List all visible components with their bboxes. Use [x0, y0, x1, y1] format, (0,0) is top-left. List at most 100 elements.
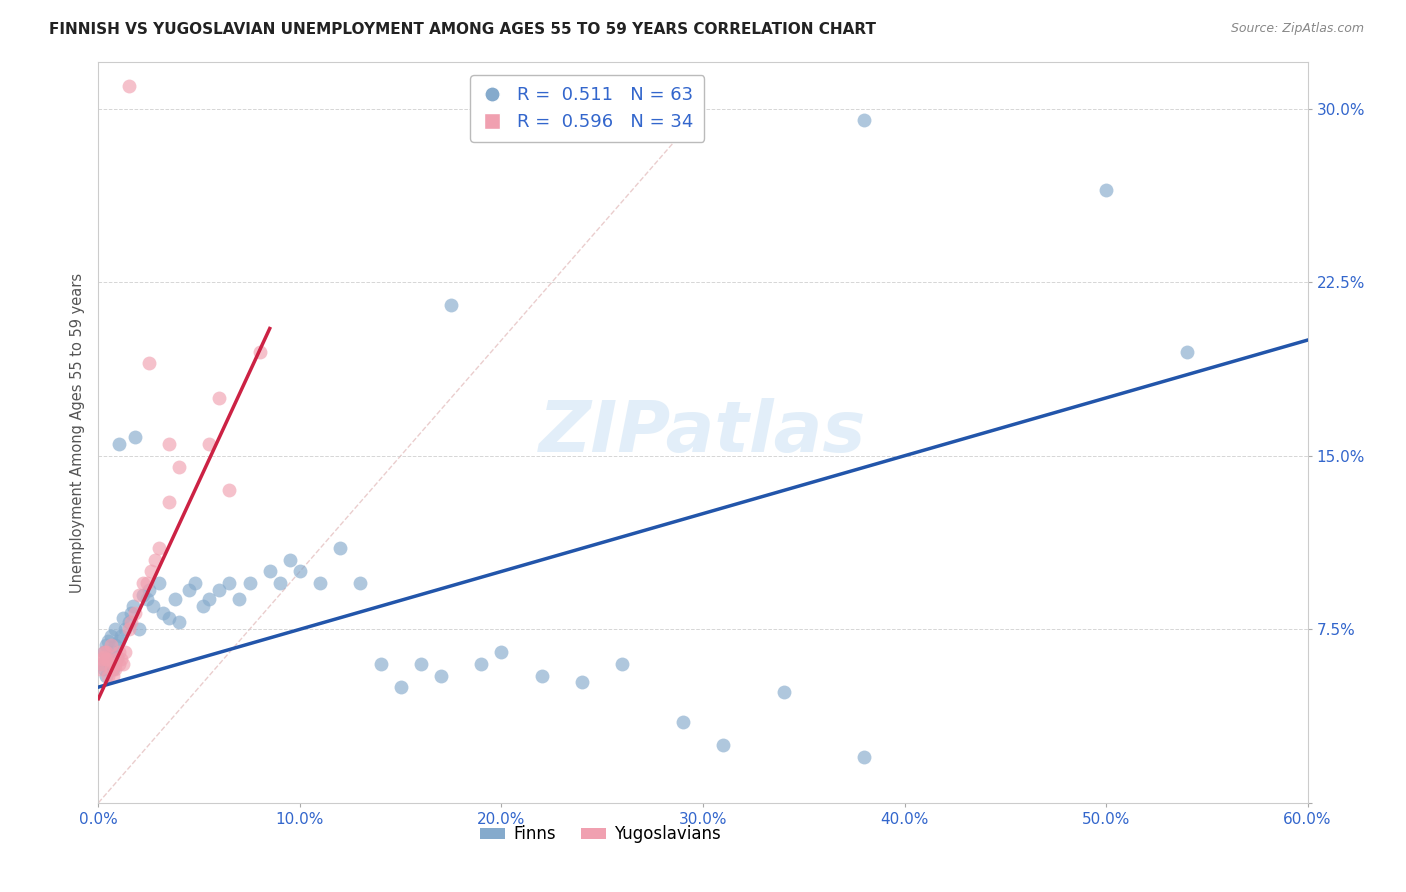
- Point: [853, 113, 876, 128]
- Point: [152, 606, 174, 620]
- Point: [110, 652, 132, 666]
- Point: [96, 645, 118, 659]
- Point: [132, 588, 155, 602]
- Point: [1175, 344, 1198, 359]
- Legend: Finns, Yugoslavians: Finns, Yugoslavians: [472, 819, 727, 850]
- Point: [672, 714, 695, 729]
- Point: [93, 662, 115, 676]
- Point: [772, 685, 794, 699]
- Point: [278, 553, 301, 567]
- Point: [97, 668, 120, 682]
- Point: [198, 437, 221, 451]
- Point: [107, 633, 129, 648]
- Point: [128, 588, 150, 602]
- Point: [100, 657, 122, 671]
- Point: [329, 541, 352, 556]
- Text: Source: ZipAtlas.com: Source: ZipAtlas.com: [1230, 22, 1364, 36]
- Point: [148, 541, 170, 556]
- Point: [91, 657, 114, 671]
- Point: [111, 657, 134, 671]
- Point: [107, 645, 129, 659]
- Point: [107, 437, 129, 451]
- Point: [100, 662, 122, 676]
- Point: [179, 582, 201, 597]
- Point: [239, 576, 262, 591]
- Point: [148, 576, 170, 591]
- Point: [853, 749, 876, 764]
- Point: [269, 576, 291, 591]
- Point: [430, 668, 453, 682]
- Point: [96, 639, 118, 653]
- Point: [157, 610, 180, 624]
- Point: [389, 680, 412, 694]
- Point: [198, 592, 221, 607]
- Point: [309, 576, 332, 591]
- Point: [470, 657, 492, 671]
- Point: [1095, 183, 1118, 197]
- Text: FINNISH VS YUGOSLAVIAN UNEMPLOYMENT AMONG AGES 55 TO 59 YEARS CORRELATION CHART: FINNISH VS YUGOSLAVIAN UNEMPLOYMENT AMON…: [49, 22, 876, 37]
- Point: [139, 565, 162, 579]
- Point: [409, 657, 432, 671]
- Point: [124, 430, 146, 444]
- Point: [93, 645, 115, 659]
- Point: [97, 652, 120, 666]
- Point: [143, 553, 166, 567]
- Point: [370, 657, 392, 671]
- Point: [249, 344, 271, 359]
- Point: [110, 629, 132, 643]
- Point: [711, 738, 734, 752]
- Point: [105, 650, 128, 665]
- Point: [132, 576, 155, 591]
- Point: [91, 657, 114, 671]
- Point: [612, 657, 634, 671]
- Point: [128, 622, 150, 636]
- Point: [142, 599, 165, 614]
- Point: [259, 565, 281, 579]
- Point: [118, 78, 141, 93]
- Point: [96, 668, 118, 682]
- Point: [100, 629, 122, 643]
- Point: [120, 606, 142, 620]
- Point: [103, 622, 125, 636]
- Point: [121, 599, 143, 614]
- Point: [135, 576, 157, 591]
- Point: [288, 565, 311, 579]
- Point: [349, 576, 371, 591]
- Point: [167, 615, 190, 630]
- Point: [93, 645, 115, 659]
- Point: [114, 645, 136, 659]
- Point: [163, 592, 186, 607]
- Point: [101, 657, 124, 671]
- Point: [440, 298, 463, 312]
- Point: [114, 622, 136, 636]
- Point: [103, 639, 125, 653]
- Point: [97, 633, 120, 648]
- Point: [208, 582, 231, 597]
- Point: [118, 622, 141, 636]
- Point: [571, 675, 593, 690]
- Point: [157, 437, 180, 451]
- Point: [111, 610, 134, 624]
- Text: ZIPatlas: ZIPatlas: [540, 398, 866, 467]
- Point: [491, 645, 513, 659]
- Point: [101, 645, 124, 659]
- Point: [89, 662, 111, 676]
- Point: [138, 356, 160, 370]
- Point: [138, 582, 160, 597]
- Point: [96, 652, 118, 666]
- Point: [118, 615, 141, 630]
- Point: [218, 576, 240, 591]
- Point: [97, 652, 120, 666]
- Point: [228, 592, 250, 607]
- Point: [135, 592, 157, 607]
- Point: [101, 668, 124, 682]
- Point: [124, 606, 146, 620]
- Point: [218, 483, 240, 498]
- Point: [105, 652, 128, 666]
- Point: [93, 650, 115, 665]
- Point: [100, 639, 122, 653]
- Point: [120, 615, 142, 630]
- Point: [101, 662, 124, 676]
- Point: [107, 657, 129, 671]
- Point: [103, 662, 125, 676]
